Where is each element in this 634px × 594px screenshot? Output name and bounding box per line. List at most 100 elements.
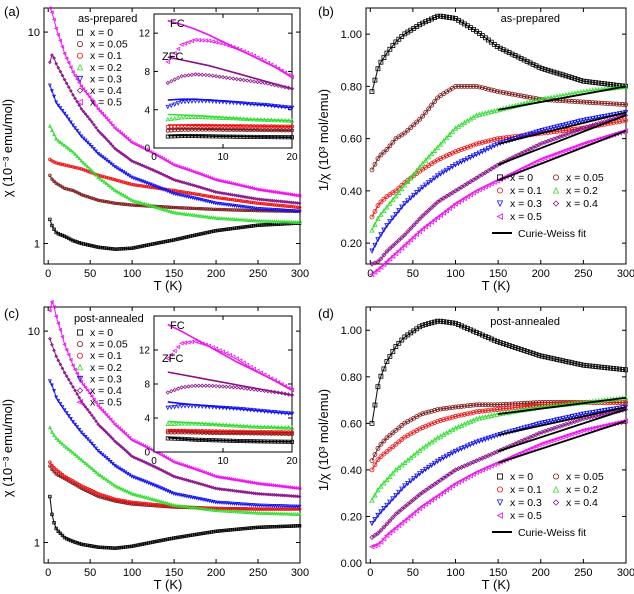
- panel-d-data-point: [533, 422, 539, 428]
- panel-b-data-point: [572, 76, 578, 81]
- panel-c-inset-zfc-point: [272, 410, 277, 415]
- panel-a-data-point: [175, 192, 180, 197]
- panel-a-data-point: [104, 200, 109, 204]
- panel-c-data-point: [96, 545, 100, 549]
- panel-c-data-point: [140, 459, 145, 463]
- panel-d-data-point: [551, 356, 557, 362]
- panel-a-data-point: [167, 208, 172, 213]
- panel-c-data-point: [169, 536, 174, 541]
- panel-b-data-point: [408, 174, 414, 181]
- panel-c-data-point: [49, 299, 54, 304]
- panel-c-inset-zfc-point: [210, 383, 215, 389]
- panel-d-data-point: [554, 357, 560, 362]
- panel-b-data-point: [414, 119, 420, 125]
- panel-c-data-point: [161, 469, 166, 473]
- panel-b-data-point: [387, 46, 393, 52]
- panel-a-data-point: [234, 217, 239, 222]
- panel-c-data-point: [100, 545, 105, 550]
- panel-a-data-point: [89, 168, 94, 173]
- panel-a-data-point: [140, 244, 144, 248]
- panel-c-data-point: [192, 466, 197, 471]
- panel-c-data-point: [209, 499, 214, 504]
- panel-b-data-point: [446, 191, 453, 198]
- panel-a-data-point: [127, 138, 132, 143]
- panel-b-data-point: [414, 167, 420, 173]
- panel-a-data-point: [155, 169, 159, 174]
- panel-b-data-point: [536, 157, 542, 163]
- panel-d-data-point: [399, 337, 405, 343]
- panel-a-data-point: [203, 186, 208, 191]
- panel-a-data-point: [199, 213, 203, 218]
- panel-b-data-point: [384, 50, 390, 56]
- panel-a-data-point: [261, 207, 266, 212]
- panel-d-data-point: [602, 365, 608, 370]
- panel-b-data-point: [372, 208, 378, 214]
- panel-c-data-point: [85, 388, 90, 393]
- panel-b-data-point: [426, 207, 432, 213]
- panel-a-data-point: [50, 53, 54, 57]
- panel-c-data-point: [159, 503, 163, 507]
- panel-a-data-point: [56, 232, 60, 236]
- panel-d-data-point: [494, 339, 500, 344]
- panel-a-data-point: [239, 208, 243, 212]
- panel-a-data-point: [203, 207, 207, 211]
- panel-a-data-point: [220, 228, 224, 232]
- panel-a-data-point: [104, 116, 109, 121]
- panel-b-data-point: [452, 201, 458, 207]
- panel-a-data-point: [62, 111, 67, 116]
- panel-a-data-point: [237, 198, 241, 203]
- panel-a-data-point: [158, 155, 163, 160]
- panel-a-inset-zfc-point: [220, 75, 226, 80]
- panel-a-data-point: [144, 243, 149, 248]
- panel-c-data-point: [113, 439, 117, 444]
- panel-a-data-point: [125, 195, 130, 200]
- panel-a-data-point: [169, 176, 174, 181]
- panel-c-data-point: [68, 448, 73, 453]
- panel-b-data-point: [491, 88, 497, 94]
- panel-b-data-point: [375, 215, 381, 222]
- panel-c-inset-xtick-label: 0: [151, 456, 157, 467]
- panel-a-inset-zfc-point: [238, 77, 243, 82]
- panel-c-data-point: [83, 435, 88, 439]
- panel-b-data-point: [623, 118, 628, 123]
- panel-a-data-point: [195, 192, 199, 196]
- panel-c-inset-zfc-point: [238, 406, 243, 412]
- panel-b-data-point: [450, 15, 455, 21]
- panel-c-data-point: [201, 506, 206, 511]
- panel-c-inset-zfc-point: [182, 404, 188, 409]
- panel-d-data-point: [404, 515, 411, 521]
- panel-d-data-point: [455, 479, 461, 485]
- panel-b-data-point: [452, 162, 459, 168]
- panel-b-data-point: [503, 48, 509, 54]
- panel-c-inset-zfc-point: [248, 407, 253, 413]
- panel-c-data-point: [54, 354, 59, 359]
- panel-c-inset-zfc-point: [269, 389, 274, 394]
- panel-c-legend-marker: [76, 387, 84, 394]
- panel-c-inset-zfc-point: [262, 424, 267, 429]
- panel-b-data-point: [384, 147, 390, 152]
- panel-c-inset-zfc-point: [217, 405, 222, 411]
- panel-d-data-point: [464, 474, 470, 481]
- panel-a-data-point: [54, 61, 59, 66]
- panel-b-data-point: [375, 259, 381, 265]
- panel-a-data-point: [159, 206, 164, 211]
- panel-a-data-point: [253, 206, 258, 211]
- panel-c-legend-label: x = 0.5: [90, 397, 122, 409]
- panel-a-data-point: [293, 219, 298, 224]
- panel-a-title: as-prepared: [78, 13, 137, 25]
- panel-b-data-point: [402, 201, 408, 207]
- panel-d-data-point: [518, 347, 524, 352]
- panel-b-data-point: [485, 146, 491, 152]
- panel-d-data-point: [378, 441, 384, 447]
- panel-c-data-point: [262, 507, 266, 511]
- panel-a-data-point: [100, 132, 105, 137]
- panel-b-data-point: [611, 82, 617, 88]
- panel-a-data-point: [222, 202, 226, 207]
- panel-a-data-point: [171, 210, 176, 215]
- panel-d-data-point: [557, 416, 563, 423]
- panel-d-data-point: [438, 418, 443, 423]
- panel-a-data-point: [251, 200, 256, 205]
- panel-d-ytick-label: 0.80: [341, 372, 362, 384]
- panel-a-data-point: [56, 103, 61, 108]
- panel-c-xtick-label: 200: [207, 567, 225, 579]
